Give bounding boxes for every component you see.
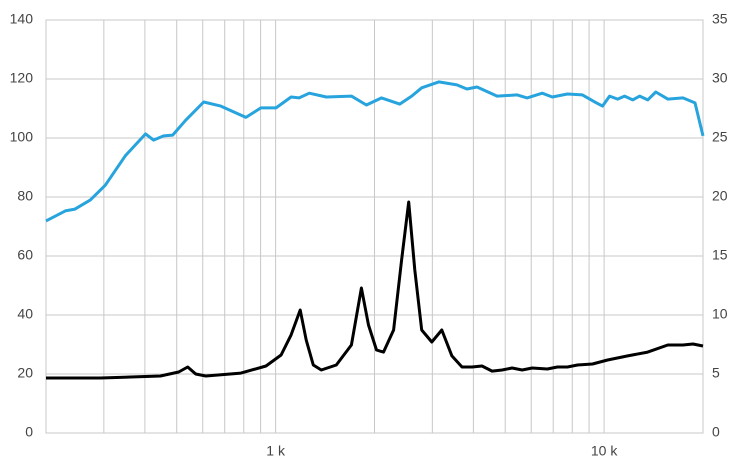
y-tick-label: 80 — [17, 188, 33, 204]
y2-tick-label: 25 — [712, 129, 728, 145]
y-tick-label: 120 — [10, 70, 34, 86]
y2-tick-label: 5 — [712, 365, 720, 381]
y-tick-label: 60 — [17, 247, 33, 263]
y2-tick-label: 0 — [712, 424, 720, 440]
y-tick-label: 40 — [17, 306, 33, 322]
x-tick-label: 10 k — [591, 443, 618, 459]
y-tick-label: 140 — [10, 11, 34, 27]
y-tick-label: 0 — [25, 424, 33, 440]
y2-tick-label: 30 — [712, 70, 728, 86]
y-tick-label: 100 — [10, 129, 34, 145]
y2-tick-label: 35 — [712, 11, 728, 27]
series-line — [45, 80, 705, 223]
y2-tick-label: 20 — [712, 188, 728, 204]
x-tick-label: 1 k — [266, 443, 286, 459]
series-line — [46, 200, 704, 380]
y2-tick-label: 15 — [712, 247, 728, 263]
y-tick-label: 20 — [17, 365, 33, 381]
y2-tick-label: 10 — [712, 306, 728, 322]
